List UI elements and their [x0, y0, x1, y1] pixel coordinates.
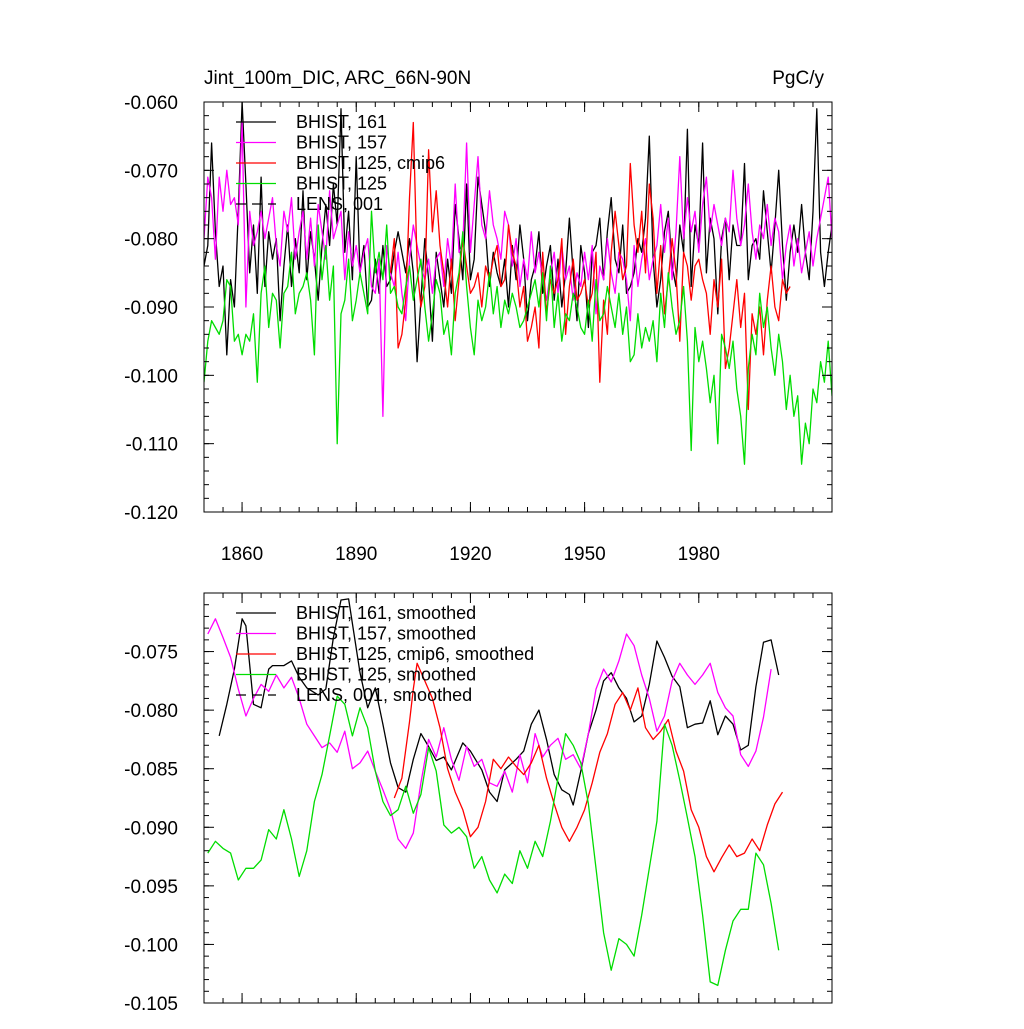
ytick-label: -0.100: [124, 366, 178, 387]
legend-label: BHIST, 161: [296, 112, 387, 132]
series-line-4: [207, 695, 780, 987]
series-line-4: [204, 210, 832, 465]
ytick-label: -0.090: [124, 298, 178, 319]
ytick-label: -0.080: [124, 230, 178, 251]
series-line-1: [204, 102, 832, 363]
xtick-label: 1950: [563, 544, 605, 565]
series-line-1: [218, 598, 780, 806]
xtick-label: 1890: [335, 544, 377, 565]
series-line-2: [204, 121, 832, 417]
legend-label: BHIST, 125, smoothed: [296, 665, 476, 685]
legend-label: LENS, 001, smoothed: [296, 685, 472, 705]
ytick-label: -0.085: [124, 760, 178, 781]
ytick-label: -0.090: [124, 818, 178, 839]
panel-2: -0.105 -0.100 -0.095 -0.090 -0.085 -0.080 -0.0…: [124, 592, 833, 1015]
series-group: [204, 102, 832, 465]
plot-frame: [203, 592, 833, 1004]
xtick-label: 1860: [221, 544, 263, 565]
xtick-label: 1920: [449, 544, 491, 565]
legend-label: BHIST, 157: [296, 133, 387, 153]
ytick-label: -0.120: [124, 503, 178, 524]
legend-label: BHIST, 161, smoothed: [296, 603, 476, 623]
legend-label: BHIST, 125: [296, 174, 387, 194]
legend-label: BHIST, 157, smoothed: [296, 624, 476, 644]
ytick-label: -0.080: [124, 701, 178, 722]
series-line-3: [389, 121, 791, 411]
legend-label: LENS, 001: [296, 194, 383, 214]
ytick-label: -0.105: [124, 994, 178, 1015]
ytick-label: -0.075: [124, 643, 178, 664]
legend-label: BHIST, 125, cmip6: [296, 153, 445, 173]
chart-title: Jint_100m_DIC, ARC_66N-90N: [204, 68, 471, 89]
ytick-label: -0.110: [126, 435, 178, 456]
ytick-label: -0.070: [124, 161, 178, 182]
series-line-3: [393, 662, 784, 873]
panel-1: Jint_100m_DIC, ARC_66N-90N PgC/y -0.120 -0.…: [124, 68, 833, 565]
ytick-label: -0.060: [124, 93, 178, 114]
units-label: PgC/y: [772, 68, 824, 89]
xtick-label: 1980: [678, 544, 720, 565]
ytick-label: -0.100: [124, 935, 178, 956]
legend-label: BHIST, 125, cmip6, smoothed: [296, 644, 534, 664]
ytick-label: -0.095: [124, 877, 178, 898]
series-group: [207, 598, 784, 987]
